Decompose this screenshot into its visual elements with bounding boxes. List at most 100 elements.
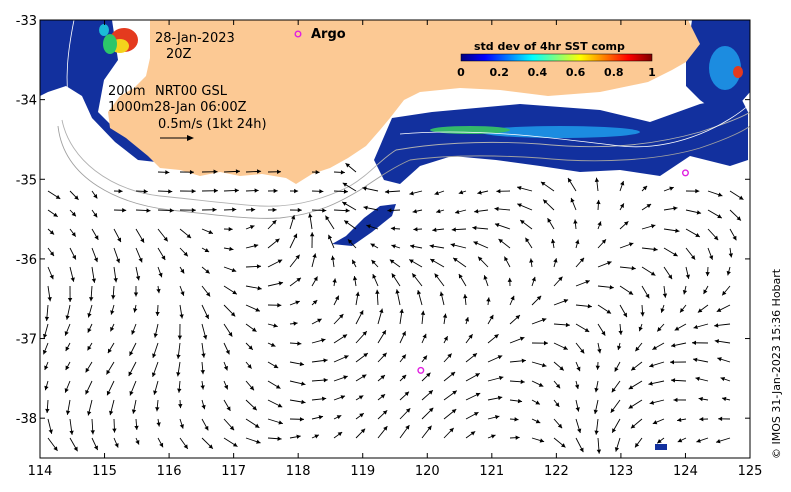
x-tick-label: 123 xyxy=(608,464,633,479)
current-vector-head xyxy=(330,255,336,260)
current-vector-head xyxy=(391,244,396,249)
current-vector-head xyxy=(514,417,519,422)
argo-float-marker xyxy=(417,366,425,374)
current-vector-head xyxy=(111,295,116,300)
current-vector-head xyxy=(436,209,441,214)
current-vector-head xyxy=(722,290,727,296)
current-vector-head xyxy=(299,417,304,422)
current-vector-head xyxy=(703,289,708,294)
current-vector-head xyxy=(313,276,318,282)
current-vector-head xyxy=(155,407,160,412)
current-vector-head xyxy=(491,434,496,439)
current-vector-head xyxy=(345,208,350,213)
current-vector-head xyxy=(450,371,456,377)
current-vector-head xyxy=(662,293,668,298)
current-vector-head xyxy=(390,226,396,231)
current-vector-head xyxy=(728,253,733,258)
current-vector-head xyxy=(619,203,624,208)
current-vector-head xyxy=(362,186,367,191)
sst-spot-red-east xyxy=(733,66,743,78)
current-vector-head xyxy=(628,290,634,295)
current-vector-head xyxy=(87,411,92,416)
current-vector-head xyxy=(660,308,665,313)
current-vector-head xyxy=(295,300,300,305)
current-vector-head xyxy=(698,396,703,402)
current-vector-head xyxy=(628,404,634,409)
current-vector-head xyxy=(361,374,367,379)
current-vector-head xyxy=(257,286,262,291)
current-vector-head xyxy=(597,348,602,354)
current-vector-head xyxy=(301,399,306,405)
current-vector-head xyxy=(594,177,600,182)
current-vector-head xyxy=(709,255,714,260)
current-vector-head xyxy=(653,247,658,252)
current-vector-head xyxy=(277,303,282,308)
current-vector-head xyxy=(452,390,457,395)
current-vector-head xyxy=(312,253,317,258)
credit-text: © IMOS 31-Jan-2023 15:36 Hobart xyxy=(770,268,783,459)
current-vector-head xyxy=(535,419,541,424)
colorbar-tick-label: 0.4 xyxy=(528,66,548,79)
current-vector-head xyxy=(93,445,98,451)
current-vector-head xyxy=(432,227,437,233)
current-vector-head xyxy=(404,391,410,397)
model-time: 28-Jan 06:00Z xyxy=(154,100,247,115)
current-vector-head xyxy=(696,438,701,443)
current-vector-head xyxy=(372,274,377,279)
current-vector-head xyxy=(543,199,548,204)
current-vector-head xyxy=(229,246,234,252)
current-vector-head xyxy=(231,267,237,273)
current-vector-head xyxy=(201,404,206,410)
current-vector-head xyxy=(161,255,166,261)
current-vector-head xyxy=(412,209,417,214)
current-vector-head xyxy=(176,372,181,377)
current-vector-head xyxy=(596,199,601,205)
x-tick-label: 125 xyxy=(738,464,763,479)
sst-patch-central xyxy=(374,96,748,184)
current-vector-head xyxy=(573,219,578,224)
current-vector-head xyxy=(601,331,606,336)
current-vector-head xyxy=(517,185,522,191)
current-vector-head xyxy=(631,266,636,271)
current-vector-head xyxy=(347,239,353,244)
current-vector-head xyxy=(114,443,119,448)
current-vector-head xyxy=(352,276,358,281)
current-vector-head xyxy=(91,278,97,283)
x-tick-label: 115 xyxy=(92,464,117,479)
current-vector-head xyxy=(507,277,513,282)
current-vector-head xyxy=(558,276,563,282)
current-vector-head xyxy=(273,188,278,194)
current-vector-head xyxy=(129,391,134,396)
current-vector-head xyxy=(383,426,388,431)
current-vector-head xyxy=(473,412,479,417)
current-vector-head xyxy=(176,354,181,359)
current-vector-head xyxy=(567,178,572,183)
current-vector-head xyxy=(382,352,387,358)
current-vector-head xyxy=(521,358,526,364)
axes-frame xyxy=(39,19,751,459)
colorbar-tick-label: 0.6 xyxy=(566,66,586,79)
current-vector-head xyxy=(87,328,92,333)
current-vector-head xyxy=(674,326,680,331)
current-vector-head xyxy=(53,446,58,451)
current-vector-head xyxy=(405,408,411,413)
y-tick-label: -37 xyxy=(16,333,37,348)
current-vector-head xyxy=(342,334,348,339)
x-tick-label: 122 xyxy=(544,464,569,479)
current-vector-head xyxy=(362,331,367,336)
current-vector-head xyxy=(165,170,170,175)
current-vector-head xyxy=(384,189,390,194)
current-vector-head xyxy=(256,264,262,269)
current-vector-head xyxy=(308,213,313,218)
current-vector-head xyxy=(343,189,348,194)
current-vector-head xyxy=(379,308,384,314)
current-vector-head xyxy=(168,189,173,194)
axis-ticks: 114 115 116 117 118 119 120 121 122 123 124 125 -33 -… xyxy=(16,14,763,479)
model-label: NRT00 GSL xyxy=(155,84,228,99)
current-vector-head xyxy=(717,192,723,197)
current-vector-head xyxy=(228,332,233,337)
current-vector-head xyxy=(73,446,78,452)
current-vector-head xyxy=(128,371,133,377)
current-vector-head xyxy=(153,390,158,395)
current-vector-head xyxy=(697,308,703,313)
